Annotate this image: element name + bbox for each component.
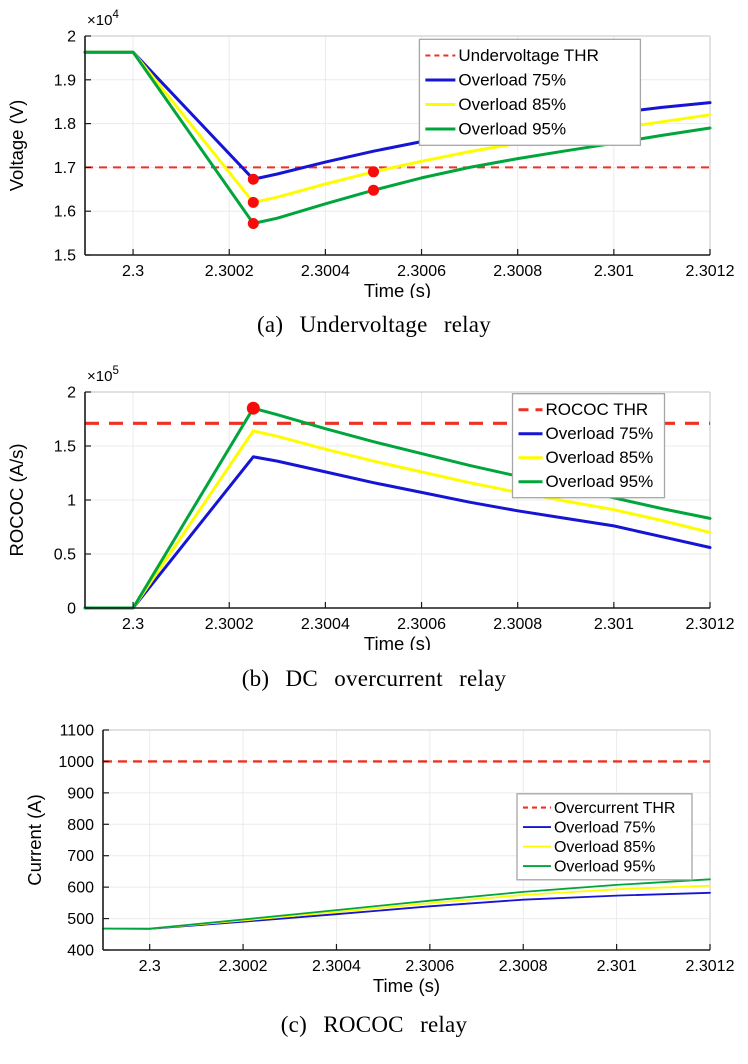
x-axis-label: Time (s) — [373, 975, 440, 996]
dc-overcurrent-relay-chart: 2.3 2.3002 2.3004 2.3006 2.3008 2.301 2.3012 0 0… — [6, 365, 735, 650]
trip-marker — [247, 218, 259, 229]
y-tick-label: 1100 — [60, 723, 95, 740]
y-tick-label: 1.6 — [54, 204, 76, 221]
y-tick-label: 700 — [67, 848, 94, 865]
axis-exponent-label: ×104 — [87, 9, 119, 29]
y-tick-label: 1.7 — [54, 160, 76, 177]
x-tick-label: 2.3012 — [686, 616, 735, 633]
x-tick-label: 2.3 — [122, 263, 144, 280]
legend-label-overcurrent-thr: Overcurrent THR — [554, 800, 676, 817]
y-tick-label: 1.8 — [54, 116, 76, 133]
x-tick-label: 2.3006 — [397, 616, 446, 633]
legend-label-rococ-thr: ROCOC THR — [546, 400, 649, 419]
x-tick-label: 2.3 — [139, 958, 161, 975]
y-tick-label: 1000 — [58, 754, 94, 771]
y-axis-label: Voltage (V) — [6, 100, 27, 192]
x-tick-label: 2.3008 — [493, 263, 542, 280]
x-tick-label: 2.3008 — [493, 616, 542, 633]
x-tick-label: 2.3002 — [219, 958, 268, 975]
y-tick-label: 400 — [67, 943, 94, 960]
x-tick-label: 2.3012 — [686, 263, 735, 280]
x-tick-label: 2.3002 — [205, 616, 254, 633]
y-tick-label: 2 — [67, 29, 76, 46]
legend-label-overload-95: Overload 95% — [554, 859, 655, 876]
y-tick-label: 900 — [67, 785, 94, 802]
series-overload-75 — [83, 455, 712, 610]
x-tick-label: 2.3002 — [205, 263, 254, 280]
y-tick-label: 1.5 — [54, 439, 76, 456]
x-tick-label: 2.3012 — [686, 958, 735, 975]
trip-marker — [246, 401, 260, 415]
legend-label-overload-95: Overload 95% — [546, 472, 654, 491]
trip-marker — [368, 184, 379, 196]
y-axis-label: ROCOC (A/s) — [6, 443, 27, 556]
rococ-relay-chart: 2.3 2.3002 2.3004 2.3006 2.3008 2.301 2.3012 40… — [24, 723, 735, 997]
y-tick-label: 500 — [67, 911, 94, 928]
undervoltage-relay-block: 2.3 2.3002 2.3004 2.3006 2.3008 2.301 2.3012 1.… — [0, 0, 748, 352]
legend-label-overload-95: Overload 95% — [458, 120, 566, 139]
undervoltage-relay-chart: 2.3 2.3002 2.3004 2.3006 2.3008 2.301 2.3012 1.… — [6, 9, 735, 298]
legend-label-overload-85: Overload 85% — [554, 839, 655, 856]
legend-label-overload-75: Overload 75% — [554, 820, 655, 837]
y-tick-label: 1.5 — [54, 248, 76, 265]
legend-label-overload-85: Overload 85% — [546, 448, 654, 467]
y-tick-label: 800 — [67, 817, 94, 834]
x-tick-label: 2.301 — [594, 616, 634, 633]
axis-exponent-label: ×105 — [87, 365, 119, 385]
trip-marker — [247, 196, 259, 208]
x-axis-label: Time (s) — [364, 633, 431, 650]
trip-marker — [368, 166, 379, 178]
y-tick-label: 1 — [67, 493, 76, 510]
x-tick-label: 2.3004 — [312, 958, 361, 975]
legend-box — [418, 38, 642, 146]
x-tick-label: 2.3004 — [301, 616, 350, 633]
x-axis-label: Time (s) — [364, 280, 431, 298]
caption-undervoltage-relay: (a) Undervoltage relay — [257, 312, 491, 337]
x-tick-label: 2.3008 — [499, 958, 548, 975]
y-tick-label: 600 — [67, 880, 94, 897]
legend-label-overload-85: Overload 85% — [458, 95, 566, 114]
x-tick-label: 2.301 — [594, 263, 634, 280]
legend-label-overload-75: Overload 75% — [458, 71, 566, 90]
dc-overcurrent-relay-block: 2.3 2.3002 2.3004 2.3006 2.3008 2.301 2.3012 0 0… — [0, 352, 748, 700]
y-axis-label: Current (A) — [24, 794, 45, 886]
x-tick-label: 2.3006 — [397, 263, 446, 280]
rococ-relay-block: 2.3 2.3002 2.3004 2.3006 2.3008 2.301 2.3012 40… — [0, 700, 748, 1064]
x-tick-label: 2.3 — [122, 616, 144, 633]
legend-label-overload-75: Overload 75% — [546, 424, 654, 443]
legend-label-undervoltage-thr: Undervoltage THR — [458, 46, 598, 65]
x-tick-label: 2.301 — [597, 958, 637, 975]
x-tick-label: 2.3006 — [405, 958, 454, 975]
y-tick-label: 2 — [67, 385, 76, 402]
trip-marker — [247, 173, 259, 185]
y-tick-label: 0.5 — [54, 547, 76, 564]
series-overload-95 — [102, 878, 711, 930]
caption-rococ-relay: (c) ROCOC relay — [280, 1012, 468, 1037]
series-overload-85 — [83, 429, 712, 610]
y-tick-label: 0 — [67, 601, 76, 618]
y-tick-label: 1.9 — [54, 72, 76, 89]
x-tick-label: 2.3004 — [301, 263, 350, 280]
caption-dc-overcurrent-relay: (b) DC overcurrent relay — [241, 666, 507, 691]
